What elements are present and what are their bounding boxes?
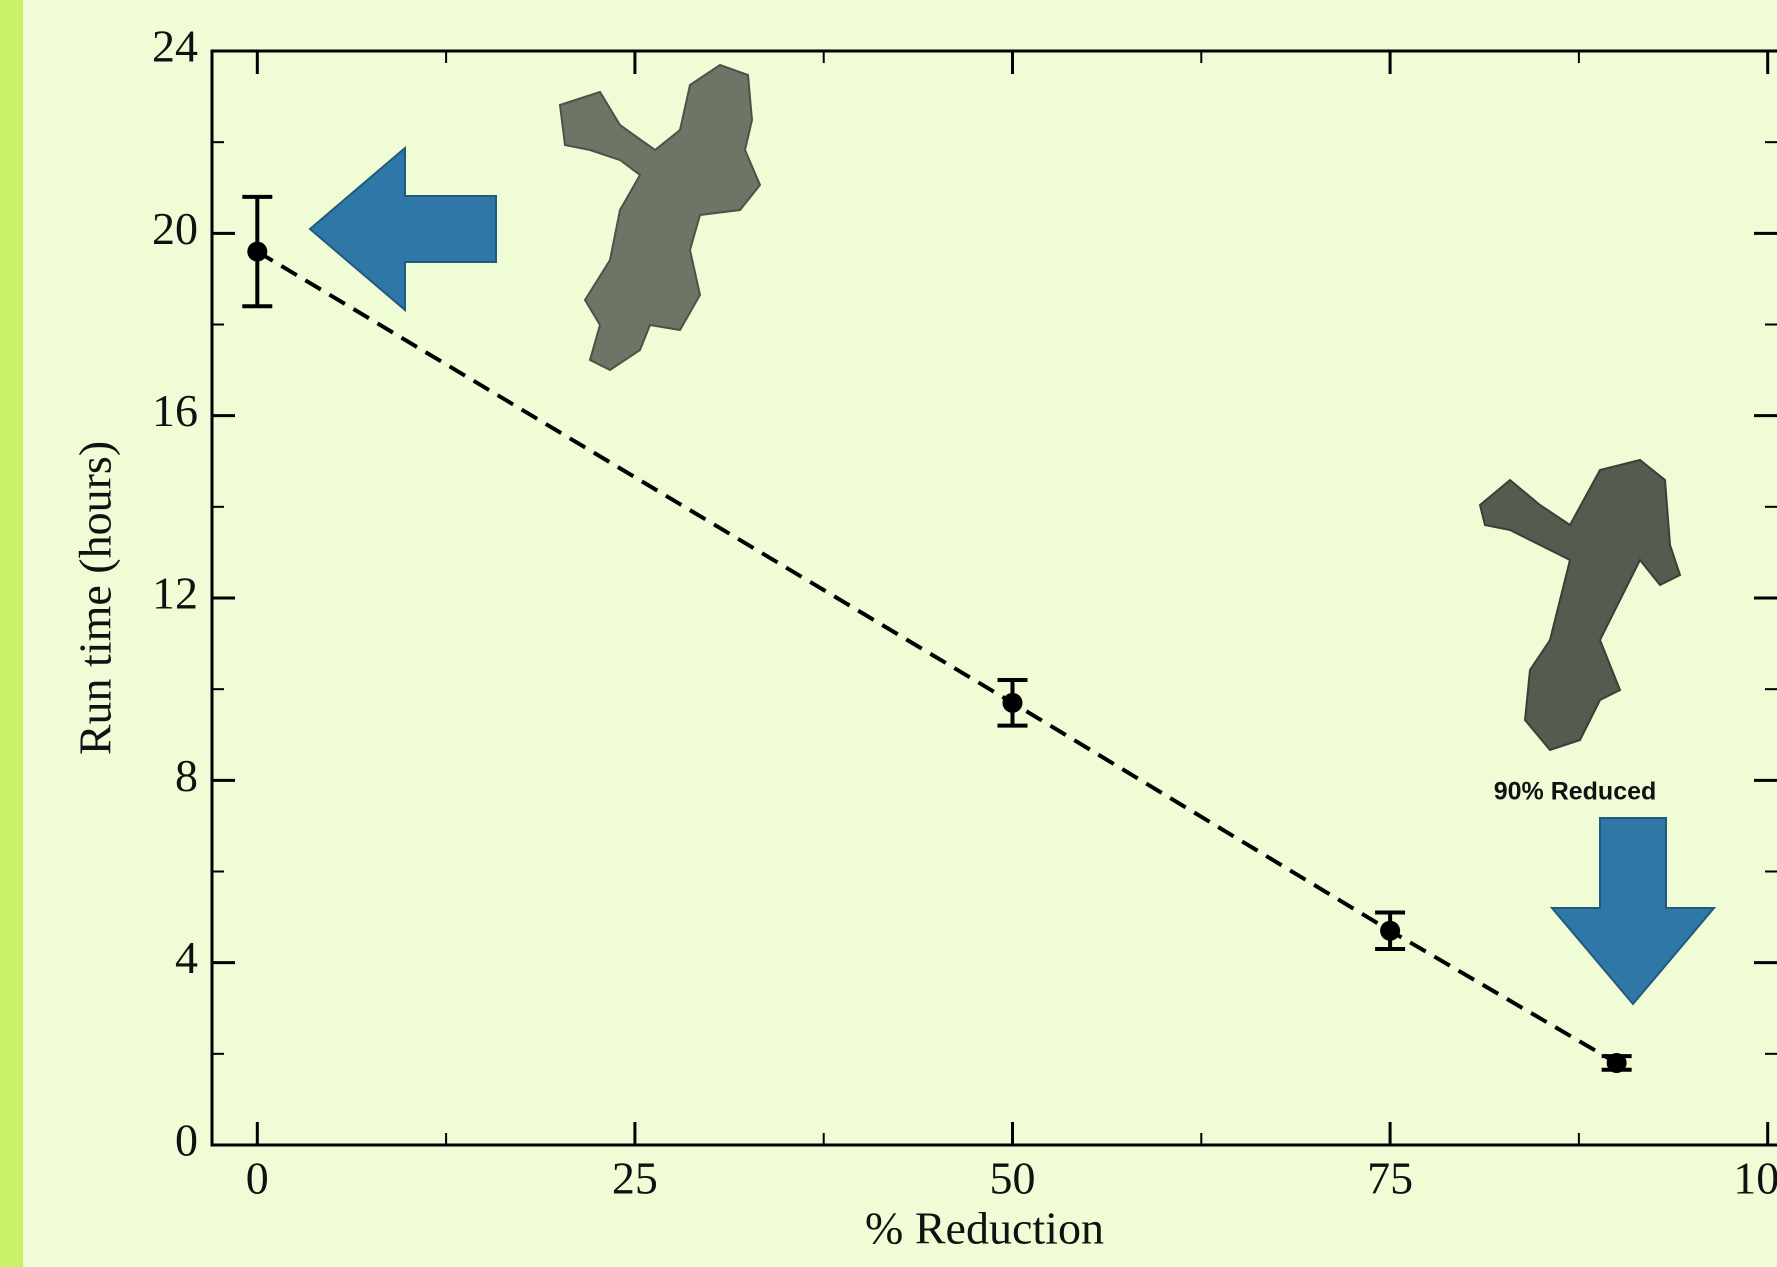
- decorations: [310, 65, 1714, 1004]
- x-tick-label: 100: [1733, 1153, 1777, 1204]
- y-tick-label: 16: [152, 385, 198, 436]
- point: [1607, 1053, 1627, 1073]
- y-tick-label: 4: [175, 932, 198, 983]
- y-tick-label: 8: [175, 750, 198, 801]
- y-tick-label: 0: [175, 1115, 198, 1166]
- molecule: [560, 65, 760, 370]
- x-tick-label: 75: [1367, 1153, 1413, 1204]
- left-arrow: [310, 148, 496, 310]
- molecule: [1480, 460, 1680, 750]
- side-stripe: [0, 0, 23, 1267]
- page: 0 25 50 75 100 0 4 8 12 16 20 24 % Reduction Run time…: [0, 0, 1777, 1267]
- y-tick-label: 20: [152, 203, 198, 254]
- chart: 0 25 50 75 100 0 4 8 12 16 20 24 % Reduction Run time…: [0, 0, 1777, 1267]
- point: [1003, 693, 1023, 713]
- y-tick-label: 24: [152, 21, 198, 72]
- y-tick-label: 12: [152, 568, 198, 619]
- point: [247, 242, 267, 262]
- down-arrow: [1552, 818, 1714, 1004]
- annotation: 90% Reduced: [1494, 778, 1657, 806]
- x-tick-label: 50: [990, 1153, 1036, 1204]
- x-tick-label: 0: [246, 1153, 269, 1204]
- point: [1380, 921, 1400, 941]
- y-axis-label: Run time (hours): [70, 441, 121, 755]
- trend-line: [257, 252, 1616, 1063]
- x-tick-label: 25: [612, 1153, 658, 1204]
- x-axis-label: % Reduction: [865, 1203, 1104, 1254]
